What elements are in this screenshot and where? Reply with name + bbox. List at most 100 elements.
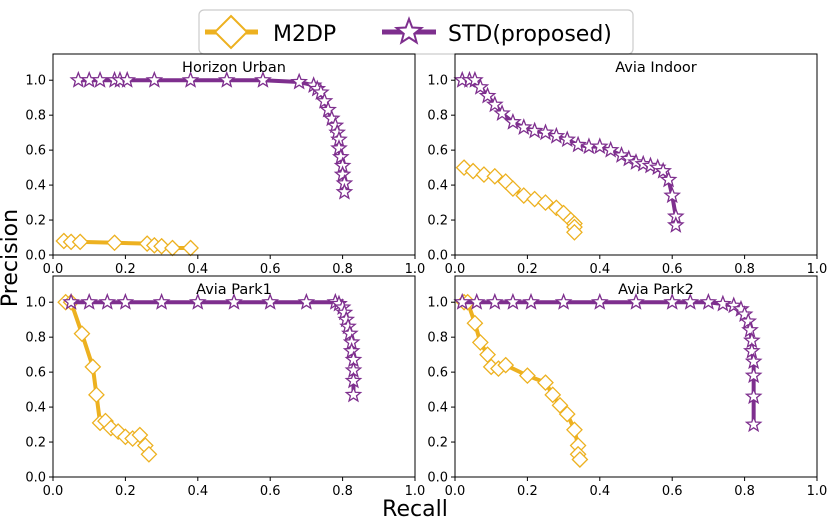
diamond-point [106, 234, 123, 252]
star-point [145, 70, 164, 88]
star-point [619, 149, 638, 167]
diamond-point [504, 180, 522, 198]
x-tick-label: 1.0 [405, 262, 426, 277]
y-tick-label: 0.8 [427, 331, 448, 346]
x-tick-label: 1.0 [405, 484, 426, 499]
panel-title: Avia Indoor [615, 60, 697, 76]
x-tick-label: 0.6 [260, 484, 281, 499]
diamond-point [140, 445, 158, 463]
star-point [554, 292, 573, 310]
star-point [342, 341, 361, 359]
star-point [536, 123, 555, 141]
y-tick-label: 0.4 [25, 401, 46, 416]
diamond-point [547, 199, 565, 217]
y-tick-label: 0.2 [427, 214, 448, 229]
y-tick-label: 0.6 [25, 144, 46, 159]
diamond-point [455, 159, 473, 177]
star-point [659, 170, 678, 188]
star-point [312, 83, 330, 100]
star-point [666, 215, 685, 233]
x-tick-label: 0.2 [115, 262, 136, 277]
x-tick-label: 0.0 [445, 262, 466, 277]
diamond-point [515, 187, 533, 204]
star-point [744, 387, 763, 405]
star-point [188, 292, 207, 310]
series-line-std [78, 78, 347, 193]
y-tick-label: 0.0 [25, 249, 46, 264]
star-point [744, 352, 763, 370]
diamond-point [518, 367, 536, 385]
y-tick-label: 0.4 [427, 179, 448, 194]
star-point [493, 104, 511, 121]
star-point [290, 72, 309, 90]
star-point [98, 292, 117, 310]
y-tick-label: 0.8 [427, 109, 448, 124]
diamond-point [182, 239, 199, 257]
diamond-point [558, 405, 576, 423]
y-tick-label: 0.6 [25, 366, 46, 381]
star-point [217, 70, 236, 88]
star-point [590, 292, 609, 310]
star-point [681, 292, 700, 310]
panel-avia-park2: 0.0 0.2 0.4 0.6 0.8 1.0 0.0 0.2 0.4 0.6 0.8 1.0 Avia… [427, 275, 827, 499]
star-point [663, 186, 682, 204]
star-point [663, 292, 682, 310]
diamond-point [71, 233, 89, 251]
y-tick-label: 0.0 [427, 471, 448, 486]
diamond-point [497, 356, 515, 374]
star-point [547, 126, 566, 144]
star-point [627, 292, 645, 310]
diamond-point [537, 194, 554, 211]
legend-label-m2dp: M2DP [273, 22, 336, 47]
star-point [467, 292, 486, 310]
star-icon [393, 16, 425, 45]
star-point [558, 130, 577, 148]
diamond-point [153, 237, 171, 255]
star-point [254, 70, 272, 88]
panel-horizon-urban: 0.0 0.2 0.4 0.6 0.8 1.0 0.0 0.2 0.4 0.6 0.8 1.0 Hori… [25, 53, 426, 277]
star-point [453, 292, 472, 310]
star-point [612, 146, 631, 163]
star-point [525, 121, 544, 139]
star-point [478, 86, 497, 104]
star-point [742, 341, 761, 359]
x-tick-label: 0.6 [662, 484, 683, 499]
x-tick-label: 0.6 [662, 262, 683, 277]
x-tick-label: 1.0 [807, 262, 828, 277]
y-tick-label: 0.4 [427, 401, 448, 416]
diamond-point [88, 386, 105, 404]
y-tick-label: 1.0 [25, 74, 46, 89]
panel-avia-indoor: 0.0 0.2 0.4 0.6 0.8 1.0 0.0 0.2 0.4 0.6 0.8 1.0 Avia… [427, 53, 828, 277]
x-tick-label: 0.8 [734, 484, 755, 499]
x-tick-label: 0.0 [43, 484, 64, 499]
series-line-std [71, 300, 356, 395]
star-point [331, 147, 350, 165]
diamond-icon [213, 14, 249, 50]
star-point [335, 182, 354, 200]
star-point [569, 135, 587, 153]
star-point [504, 112, 522, 130]
axes-frame [52, 275, 416, 478]
star-point [699, 292, 718, 310]
star-point [297, 292, 316, 310]
star-point [91, 70, 109, 88]
diamond-point [571, 451, 589, 468]
panel-title: Horizon Urban [182, 60, 286, 76]
star-point [330, 139, 348, 156]
star-point [714, 294, 732, 312]
x-tick-label: 0.4 [187, 262, 208, 277]
star-point [118, 70, 137, 88]
star-point [601, 140, 620, 158]
y-tick-label: 0.2 [427, 436, 448, 451]
star-point [116, 292, 135, 310]
star-point [319, 100, 337, 118]
star-point [590, 137, 609, 155]
y-tick-label: 0.6 [427, 144, 448, 159]
y-tick-label: 0.8 [25, 109, 46, 124]
diamond-point [109, 423, 127, 440]
panel-title: Avia Park2 [618, 282, 694, 298]
y-tick-label: 0.4 [25, 179, 46, 194]
legend-label-std: STD(proposed) [448, 22, 612, 47]
x-tick-label: 0.0 [43, 262, 64, 277]
